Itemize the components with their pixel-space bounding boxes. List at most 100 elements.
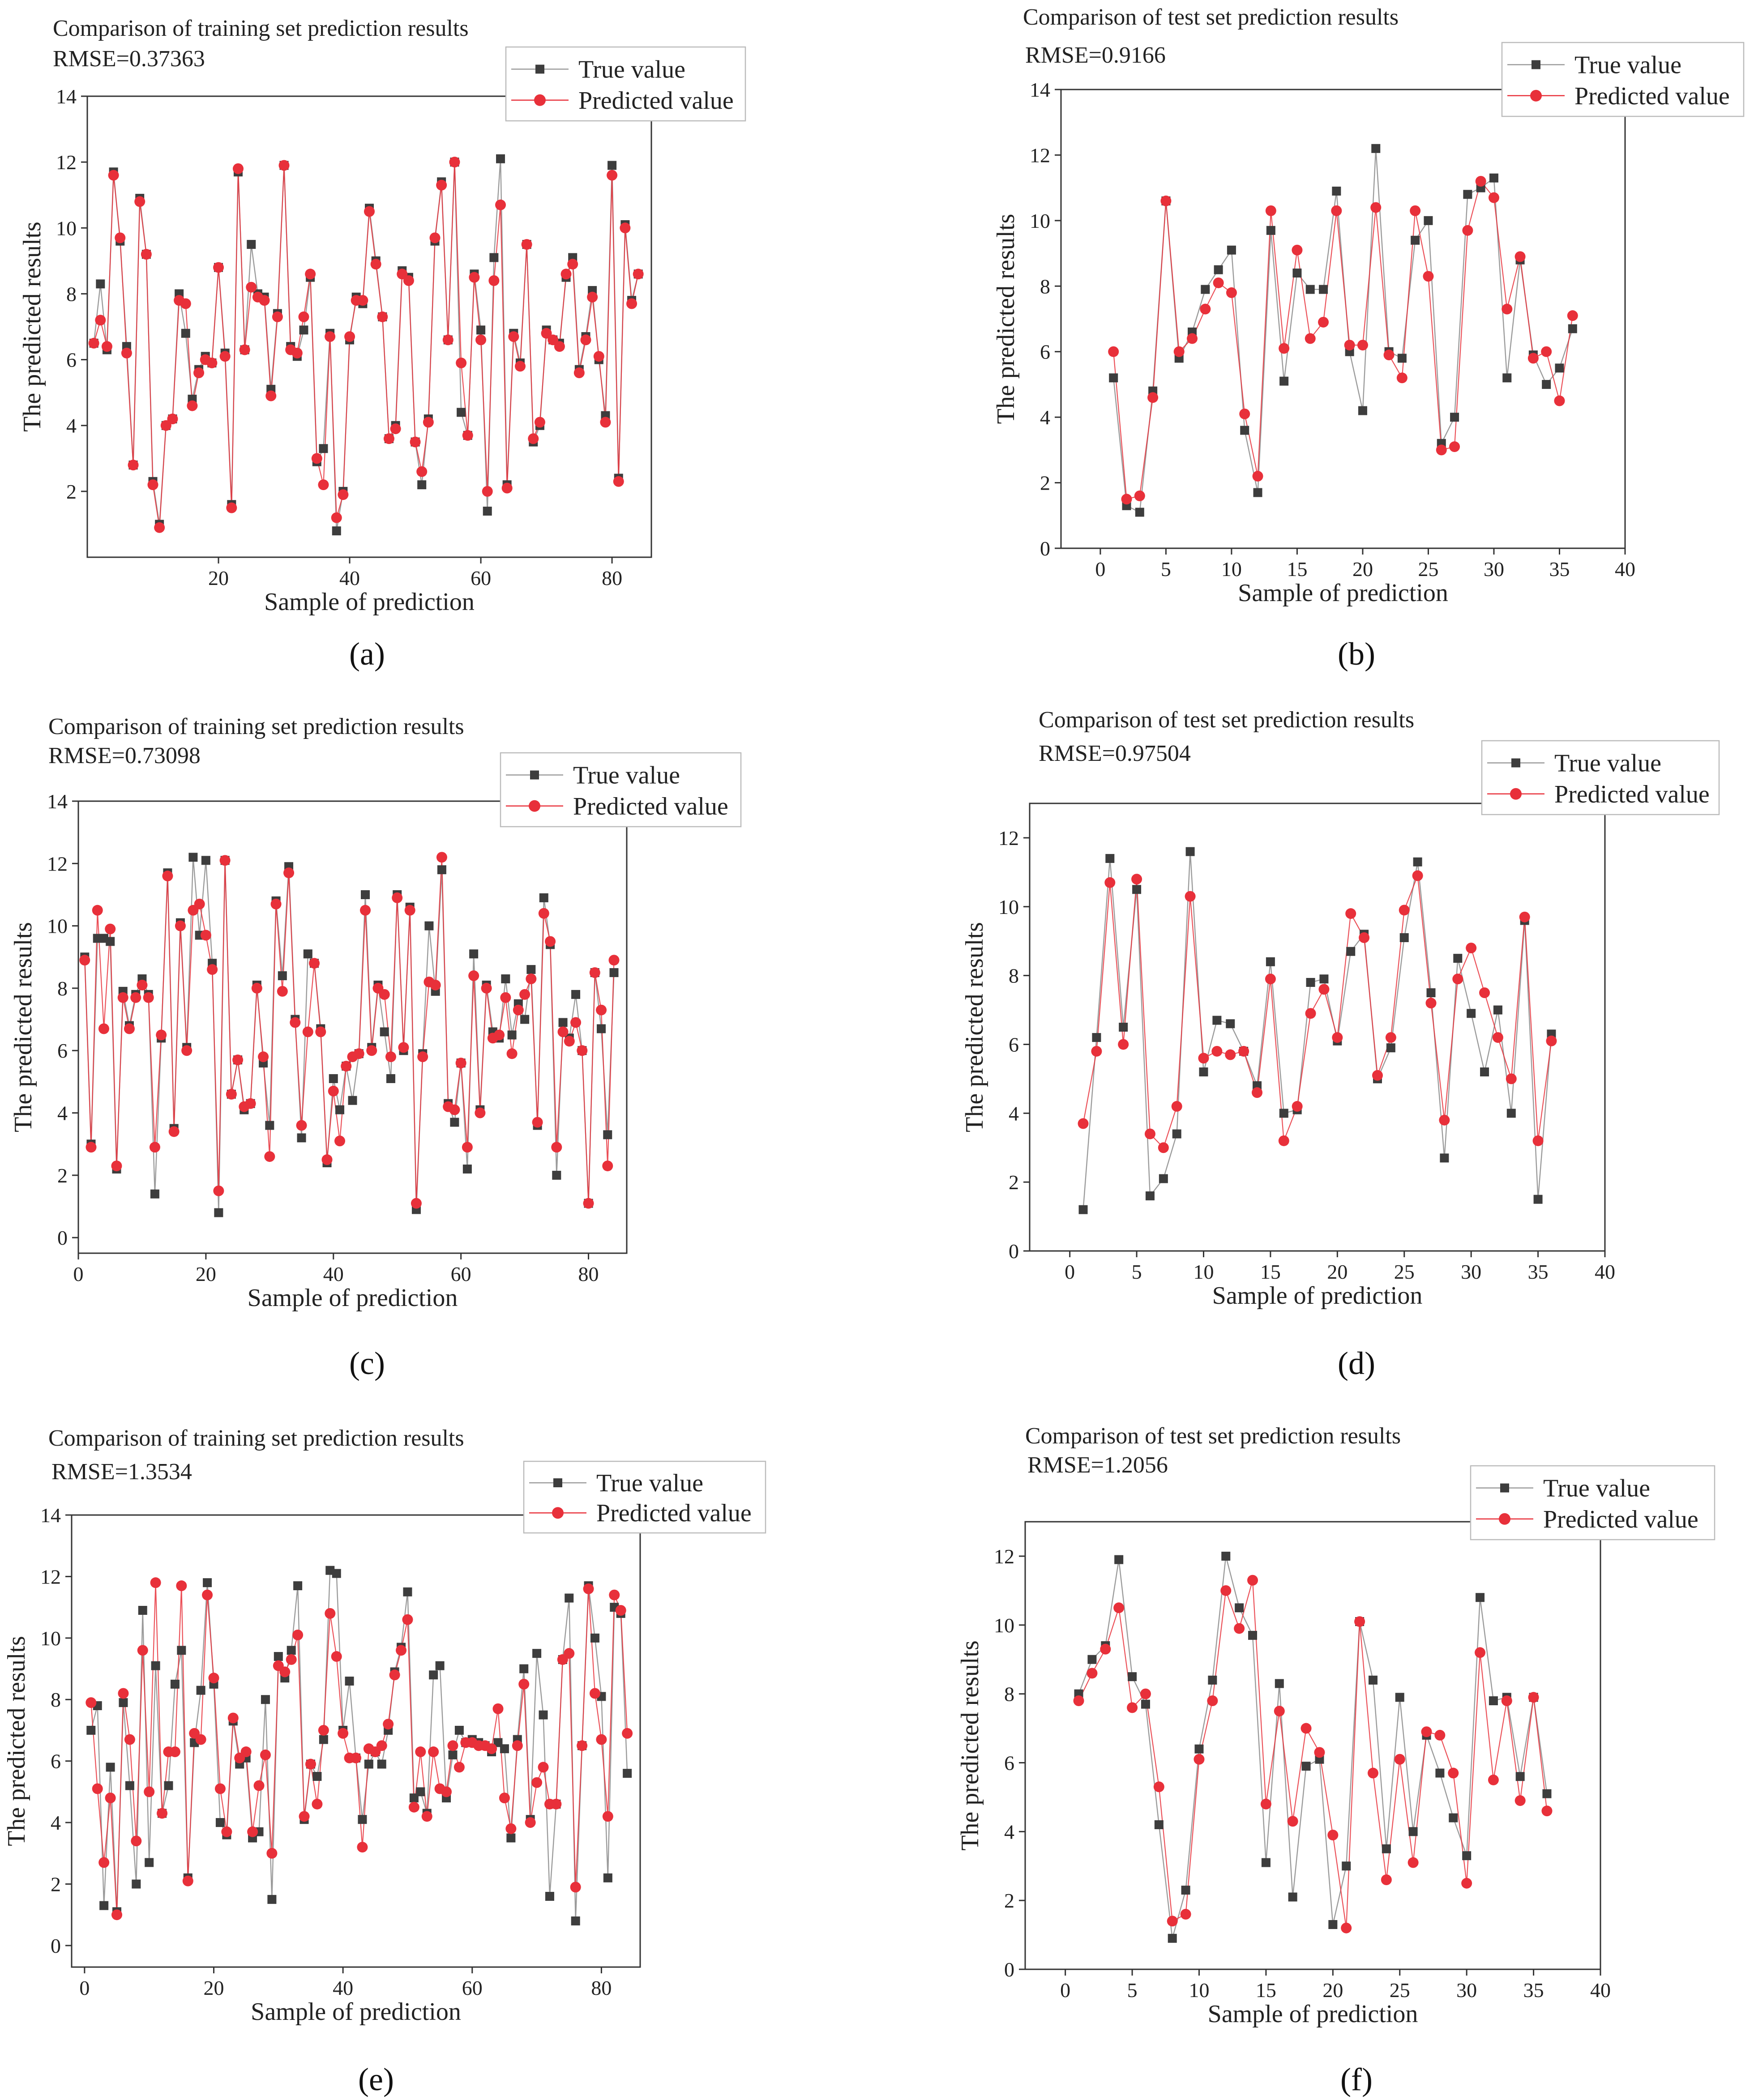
predicted-value-point (508, 331, 519, 342)
true-value-point (558, 1018, 568, 1027)
predicted-value-point (453, 1762, 465, 1773)
true-value-point (526, 965, 536, 974)
predicted-value-point (456, 357, 467, 368)
chart-title: Comparison of training set prediction re… (48, 1426, 464, 1451)
x-tick-label: 0 (1060, 1979, 1070, 2002)
predicted-value-point (528, 433, 539, 444)
predicted-value-point (86, 1142, 97, 1153)
plot-frame (86, 95, 652, 558)
true-value-point (348, 1096, 357, 1105)
predicted-value-point (318, 1724, 329, 1736)
true-value-point (1185, 847, 1195, 856)
predicted-value-point (226, 502, 237, 513)
true-value-point (1395, 1693, 1404, 1702)
true-value-point (1119, 1023, 1128, 1032)
predicted-value-point (1332, 1032, 1343, 1043)
predicted-value-point (309, 958, 320, 969)
predicted-value-point (143, 992, 154, 1003)
predicted-value-point (195, 1734, 206, 1745)
predicted-value-point (154, 522, 165, 533)
predicted-value-point (325, 331, 336, 342)
predicted-value-point (449, 1104, 460, 1115)
predicted-value-point (1370, 202, 1382, 213)
predicted-value-point (513, 1004, 524, 1016)
x-axis-label: Sample of prediction (251, 1998, 461, 2026)
predicted-value-point (1234, 1623, 1245, 1634)
predicted-value-point (1287, 1816, 1298, 1827)
predicted-value-point (290, 1017, 301, 1028)
predicted-value-point (1225, 1049, 1236, 1060)
true-value-point (519, 1664, 529, 1673)
predicted-value-point (92, 905, 103, 916)
true-value-point (1476, 1593, 1485, 1602)
predicted-value-point (580, 334, 591, 346)
predicted-value-point (130, 992, 141, 1003)
true-value-point (312, 1772, 322, 1781)
x-tick-label: 10 (1193, 1260, 1214, 1283)
predicted-value-point (232, 163, 244, 174)
predicted-value-point (526, 973, 537, 985)
predicted-value-point (121, 347, 132, 359)
y-tick-label: 8 (57, 977, 68, 1000)
true-value-point (345, 1677, 354, 1686)
predicted-value-point (383, 433, 394, 444)
predicted-value-point (157, 1808, 168, 1819)
predicted-value-point (176, 1580, 187, 1592)
legend-box (523, 1460, 766, 1534)
true-value-point (319, 1735, 328, 1744)
y-tick-label: 2 (1009, 1171, 1019, 1194)
true-value-point (1440, 1153, 1449, 1163)
y-tick-label: 12 (47, 852, 68, 875)
true-value-point (1489, 173, 1498, 183)
x-tick-label: 20 (196, 1263, 216, 1285)
y-tick-label: 14 (56, 85, 77, 108)
true-value-point (1288, 1892, 1297, 1902)
predicted-value-point (1213, 277, 1224, 288)
y-tick-label: 14 (1030, 78, 1050, 101)
predicted-value-point (481, 982, 492, 994)
predicted-value-point (1383, 350, 1395, 361)
predicted-value-point (331, 512, 342, 523)
legend-true-label: True value (596, 1469, 703, 1497)
true-value-point (1399, 933, 1409, 942)
predicted-value-point (245, 1098, 256, 1109)
x-tick-label: 40 (1615, 558, 1635, 580)
predicted-value-point (187, 400, 198, 411)
predicted-value-point (415, 1746, 426, 1758)
y-tick-label: 6 (51, 1750, 61, 1773)
predicted-value-point (315, 1026, 326, 1037)
x-tick-label: 35 (1549, 558, 1570, 580)
true-value-point (1114, 1555, 1124, 1564)
predicted-value-point (1087, 1668, 1098, 1679)
true-value-point (164, 1781, 173, 1790)
predicted-value-point (1475, 1647, 1486, 1658)
predicted-value-point (98, 1023, 109, 1034)
predicted-value-point (421, 1811, 432, 1822)
true-value-point (99, 1901, 109, 1910)
true-value-point (1506, 1109, 1516, 1118)
predicted-value-point (117, 992, 128, 1003)
predicted-value-point (359, 905, 371, 916)
x-tick-label: 0 (73, 1263, 84, 1285)
predicted-value-point (144, 1786, 155, 1797)
true-value-point (380, 1027, 389, 1037)
predicted-value-point (1127, 1702, 1138, 1713)
true-value-point (435, 1661, 445, 1670)
predicted-value-point (1305, 333, 1316, 344)
true-value-point (571, 1916, 580, 1925)
y-tick-label: 8 (51, 1688, 61, 1711)
predicted-value-point (1200, 303, 1211, 315)
true-value-point (1408, 1827, 1418, 1836)
predicted-value-point (389, 1669, 400, 1681)
true-value-point (1154, 1820, 1164, 1829)
predicted-value-point (1091, 1046, 1102, 1057)
predicted-value-point (385, 1051, 396, 1063)
true-value-point (332, 1569, 341, 1578)
predicted-value-point (259, 295, 270, 306)
predicted-value-point (541, 328, 552, 339)
true-value-point (603, 1130, 612, 1140)
true-value-point (261, 1695, 270, 1704)
true-value-point (462, 1164, 472, 1174)
true-value-point (448, 1750, 458, 1759)
true-value-point (1319, 285, 1328, 294)
